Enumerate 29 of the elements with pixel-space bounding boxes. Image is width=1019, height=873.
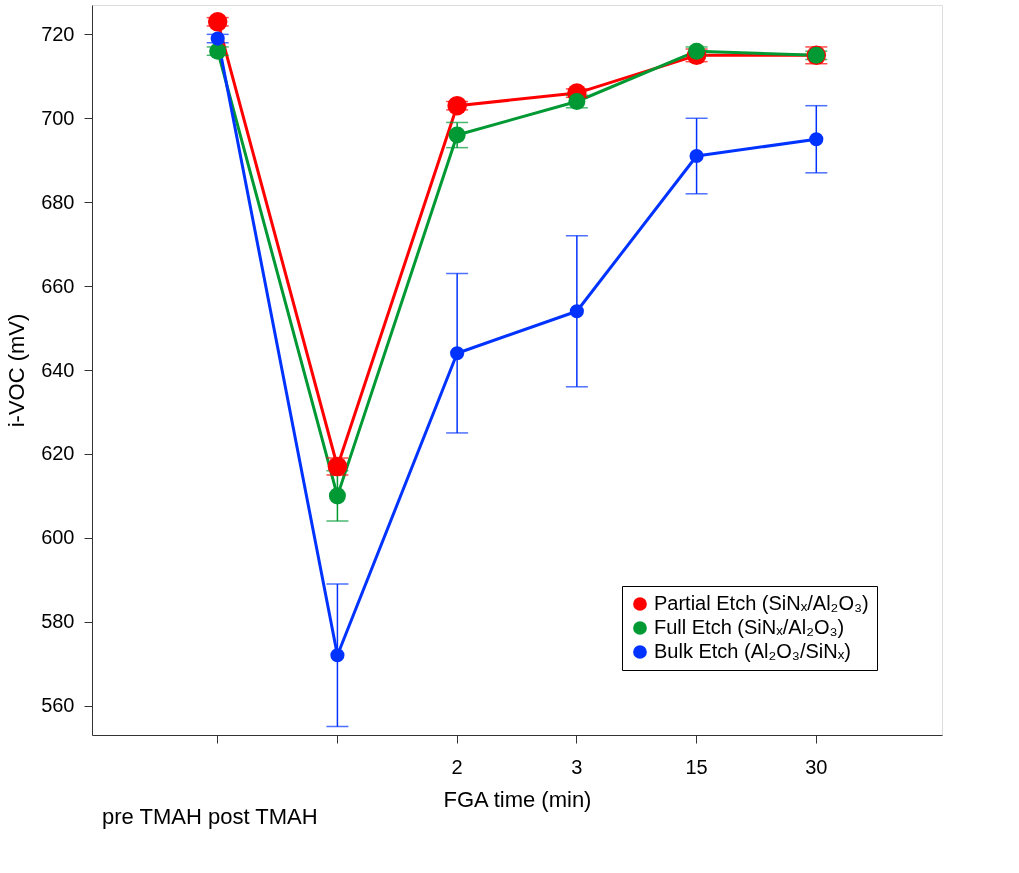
x-axis-title: FGA time (min) xyxy=(443,786,592,812)
point xyxy=(569,304,584,319)
x-tick-label: 3 xyxy=(571,755,583,778)
y-tick-label: 580 xyxy=(41,610,75,633)
y-tick-label: 720 xyxy=(41,22,75,45)
legend-label: Bulk Etch (Al₂O₃/SiNₓ) xyxy=(654,640,851,662)
legend-label: Full Etch (SiNₓ/Al₂O₃) xyxy=(654,616,845,638)
y-tick-label: 680 xyxy=(41,190,75,213)
point xyxy=(689,148,704,164)
point xyxy=(209,42,227,60)
point xyxy=(809,132,824,147)
point xyxy=(210,31,225,46)
x-tick-label: 15 xyxy=(685,755,708,778)
x-tick-label: 30 xyxy=(805,755,828,778)
y-tick-label: 640 xyxy=(41,358,75,381)
point xyxy=(448,126,466,144)
y-tick-label: 560 xyxy=(41,694,75,717)
y-tick-label: 620 xyxy=(41,442,75,465)
y-tick-label: 700 xyxy=(41,106,75,129)
y-axis-title: i-VOC (mV) xyxy=(4,313,30,428)
point xyxy=(450,346,465,361)
y-tick-label: 600 xyxy=(41,526,75,549)
point xyxy=(688,42,706,60)
point xyxy=(330,648,345,663)
point xyxy=(328,487,346,505)
legend-label: Partial Etch (SiNₓ/Al₂O₃) xyxy=(654,592,869,614)
x-tick-label: 2 xyxy=(451,755,463,778)
y-tick-label: 660 xyxy=(41,274,75,297)
text: pre TMAH post TMAH xyxy=(102,804,318,829)
